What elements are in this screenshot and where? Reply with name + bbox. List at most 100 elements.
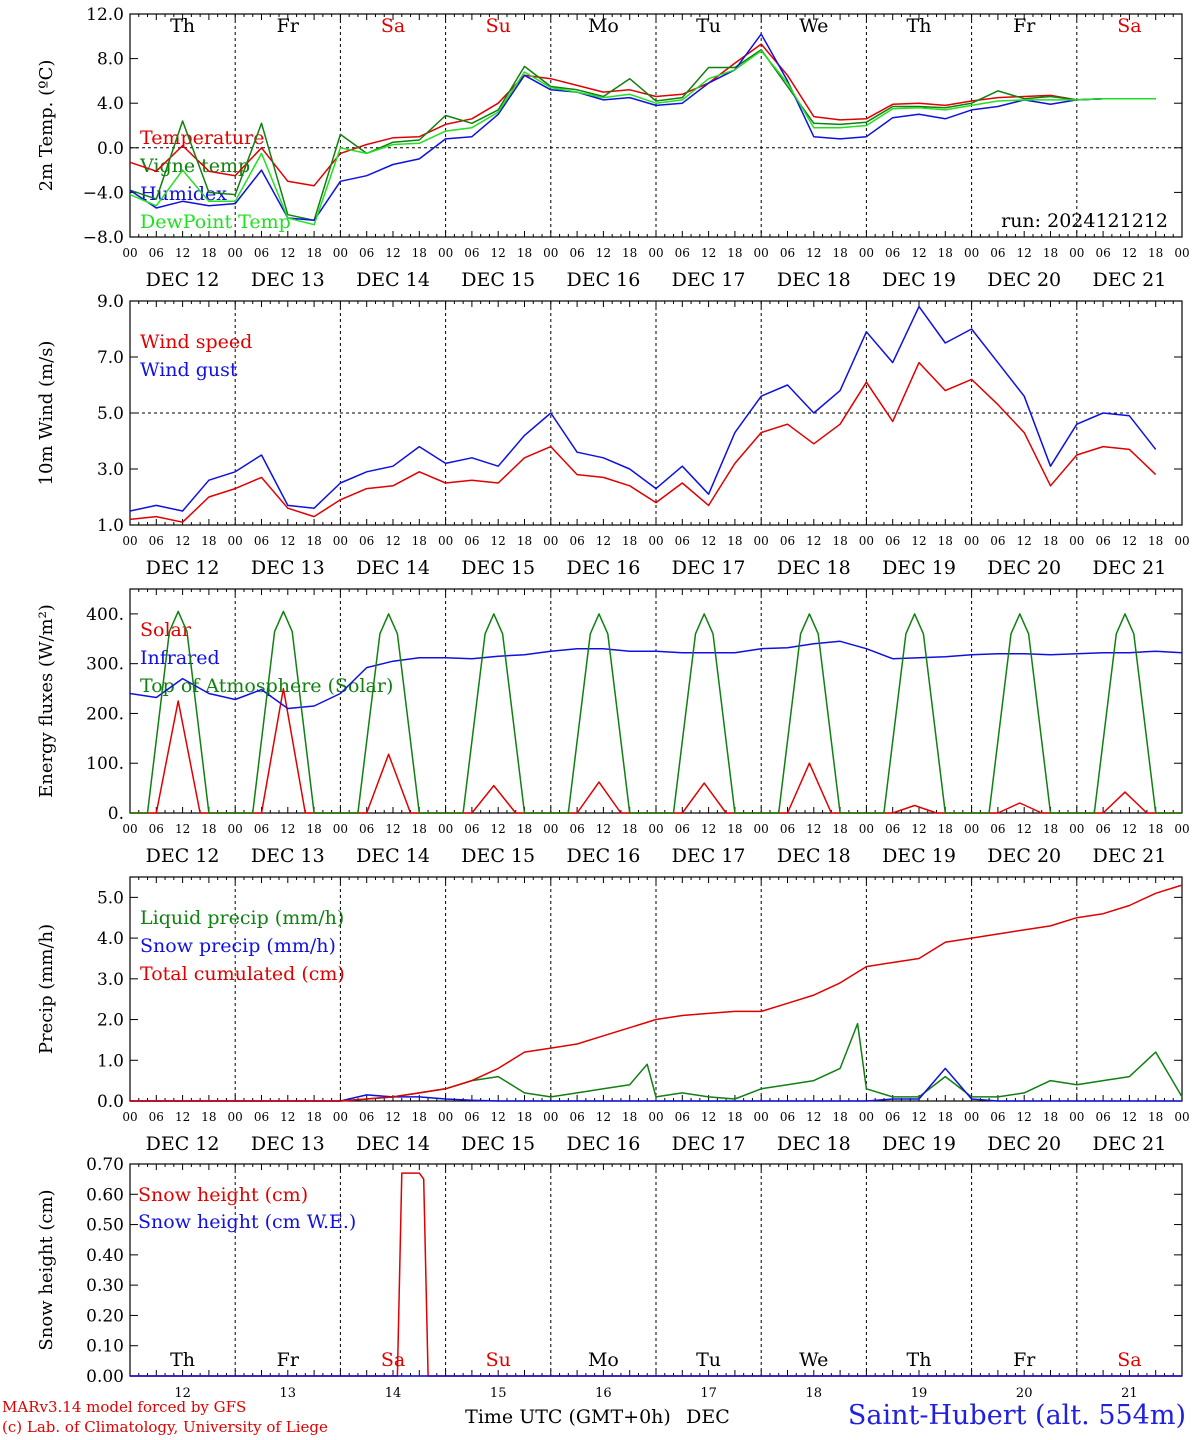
x-hour-label: 00 (1069, 1110, 1084, 1124)
x-hour-label: 18 (938, 534, 953, 548)
x-hour-label: 18 (727, 534, 742, 548)
x-date-label: DEC 13 (251, 845, 325, 867)
x-hour-label: 18 (832, 246, 847, 260)
x-hour-label: 00 (964, 822, 979, 836)
x-hour-label: 06 (569, 534, 584, 548)
x-hour-label: 18 (832, 822, 847, 836)
panel-1: 12.0 8.0 4.0 0.0 −4.0 −8.0 2m Temp. (ºC) 00 06 12… (36, 5, 1190, 291)
x-hour-label: 12 (806, 822, 821, 836)
x-hour-label: 12 (1122, 246, 1137, 260)
y-axis-label: Energy fluxes (W/m²) (36, 604, 57, 798)
y-axis-label: Snow height (cm) (36, 1189, 57, 1350)
weekday-label: Sa (381, 15, 405, 37)
x-day-number: 18 (806, 1386, 823, 1401)
x-date-label: DEC 13 (251, 1133, 325, 1155)
y-tick-label: −8.0 (83, 228, 124, 248)
x-date-label: DEC 19 (882, 845, 956, 867)
x-date-label: DEC 20 (987, 269, 1061, 291)
x-hour-label: 18 (727, 822, 742, 836)
y-tick-label: 8.0 (97, 50, 124, 70)
y-tick-label: 200. (86, 704, 124, 724)
x-day-number: 16 (595, 1386, 612, 1401)
x-hour-label: 00 (543, 822, 558, 836)
x-hour-label: 06 (359, 1110, 374, 1124)
x-hour-label: 06 (1095, 246, 1110, 260)
x-hour-label: 18 (517, 822, 532, 836)
x-date-label: DEC 14 (356, 269, 430, 291)
x-hour-label: 06 (990, 1110, 1005, 1124)
x-hour-label: 18 (1043, 822, 1058, 836)
weekday-label: Fr (277, 15, 300, 37)
x-hour-label: 00 (438, 822, 453, 836)
legend-entry: Snow height (cm W.E.) (138, 1211, 356, 1233)
x-hour-label: 00 (438, 1110, 453, 1124)
x-date-label: DEC 13 (251, 557, 325, 579)
x-hour-label: 12 (911, 246, 926, 260)
x-date-label: DEC 18 (777, 557, 851, 579)
x-hour-label: 00 (543, 534, 558, 548)
y-tick-label: 0.20 (86, 1306, 124, 1326)
x-hour-label: 00 (122, 822, 137, 836)
x-date-label: DEC 19 (882, 269, 956, 291)
plot-frame (129, 13, 1183, 238)
x-hour-label: 06 (254, 822, 269, 836)
weekday-label: Fr (1013, 1349, 1036, 1371)
series-line (129, 640, 1183, 710)
x-hour-label: 12 (806, 534, 821, 548)
x-hour-label: 06 (885, 246, 900, 260)
y-tick-label: 7.0 (97, 348, 124, 368)
x-date-label: DEC 15 (461, 1133, 535, 1155)
x-hour-label: 12 (596, 246, 611, 260)
x-hour-label: 06 (990, 246, 1005, 260)
x-hour-label: 12 (385, 246, 400, 260)
x-date-label: DEC 17 (672, 269, 746, 291)
x-hour-label: 00 (438, 246, 453, 260)
x-hour-label: 12 (280, 1110, 295, 1124)
x-hour-label: 18 (832, 1110, 847, 1124)
x-date-label: DEC 16 (566, 1133, 640, 1155)
x-date-label: DEC 14 (356, 557, 430, 579)
y-tick-label: 0.60 (86, 1185, 124, 1205)
x-hour-label: 12 (385, 822, 400, 836)
x-hour-label: 18 (412, 246, 427, 260)
x-date-label: DEC 13 (251, 269, 325, 291)
x-hour-label: 12 (1122, 534, 1137, 548)
x-hour-label: 00 (228, 534, 243, 548)
x-hour-label: 06 (1095, 534, 1110, 548)
x-day-number: 14 (385, 1386, 402, 1401)
x-hour-label: 06 (464, 246, 479, 260)
x-hour-label: 00 (122, 246, 137, 260)
panel-2: 9.0 7.0 5.0 3.0 1.0 10m Wind (m/s) 00 06 12 18 DEC… (36, 292, 1190, 579)
panel-3: 400. 300. 200. 100. 0. Energy fluxes (W/m²) 00… (36, 588, 1190, 867)
x-hour-label: 00 (1174, 246, 1189, 260)
x-hour-label: 18 (938, 246, 953, 260)
x-hour-label: 00 (859, 534, 874, 548)
x-hour-label: 12 (596, 822, 611, 836)
y-axis-label: Precip (mm/h) (36, 924, 57, 1054)
x-date-label: DEC 15 (461, 269, 535, 291)
x-hour-label: 18 (201, 534, 216, 548)
x-hour-label: 12 (280, 246, 295, 260)
x-hour-label: 18 (306, 822, 321, 836)
x-date-label: DEC 12 (146, 269, 220, 291)
x-hour-label: 00 (1174, 822, 1189, 836)
y-tick-label: 2.0 (97, 1011, 124, 1031)
x-date-label: DEC 21 (1092, 557, 1166, 579)
x-hour-label: 06 (675, 1110, 690, 1124)
legend-entry: Snow precip (mm/h) (140, 935, 336, 957)
x-hour-label: 06 (149, 246, 164, 260)
legend-entry: Temperature (140, 127, 264, 149)
x-hour-label: 18 (832, 534, 847, 548)
x-hour-label: 00 (648, 534, 663, 548)
weekday-label: Sa (381, 1349, 405, 1371)
x-hour-label: 12 (385, 534, 400, 548)
x-hour-label: 00 (754, 822, 769, 836)
x-hour-label: 06 (569, 1110, 584, 1124)
y-tick-label: 0. (108, 804, 124, 824)
x-date-label: DEC 17 (672, 845, 746, 867)
y-tick-label: 0.0 (97, 139, 124, 159)
x-hour-label: 00 (859, 822, 874, 836)
model-credit: MARv3.14 model forced by GFS (2, 1398, 247, 1416)
x-hour-label: 18 (306, 246, 321, 260)
